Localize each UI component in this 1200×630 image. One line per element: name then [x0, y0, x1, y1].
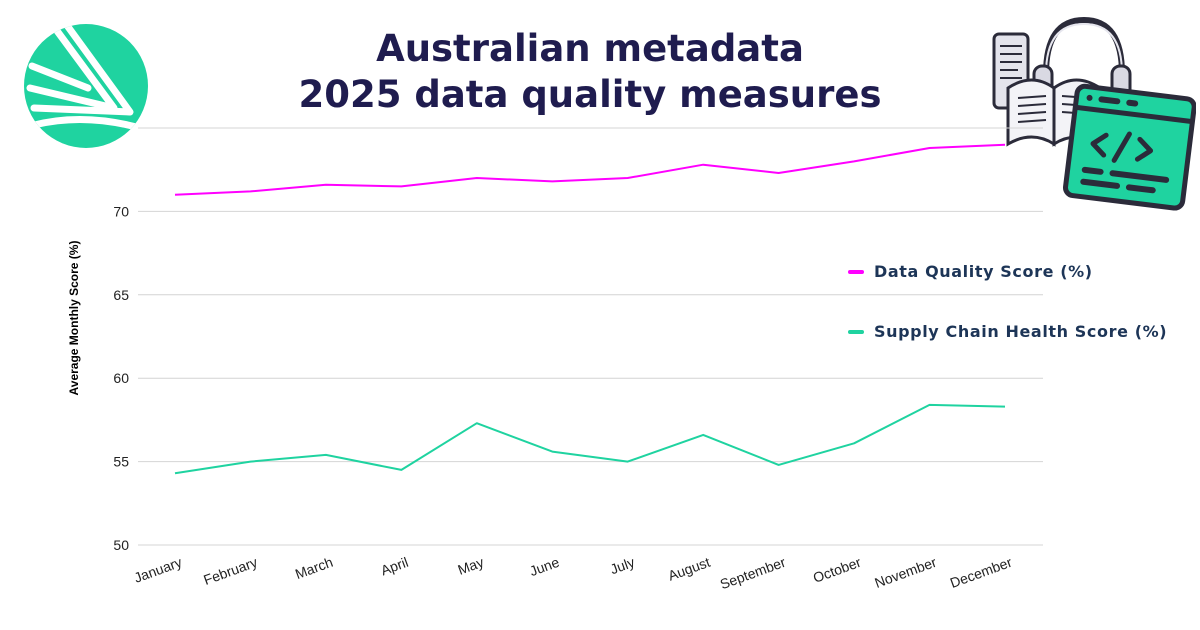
- legend-label-supply-chain: Supply Chain Health Score (%): [874, 322, 1168, 341]
- y-tick-label: 70: [113, 203, 129, 219]
- x-tick-labels: January February March April May June July Augu…: [132, 554, 1015, 593]
- title-line-1: Australian metadata: [376, 27, 804, 70]
- x-tick-label: July: [608, 554, 637, 578]
- y-tick-label: 50: [113, 537, 129, 553]
- title-line-2: 2025 data quality measures: [298, 73, 882, 116]
- series-lines: [174, 143, 1006, 475]
- x-tick-label: October: [811, 554, 864, 586]
- brand-logo-icon: [24, 24, 148, 148]
- y-tick-label: 65: [113, 287, 129, 303]
- x-tick-label: August: [666, 554, 713, 584]
- x-tick-label: April: [379, 554, 411, 579]
- grid-lines: [138, 127, 1043, 546]
- series-line-0: [174, 143, 1006, 196]
- x-tick-label: February: [201, 554, 259, 588]
- x-tick-label: November: [872, 554, 938, 591]
- y-tick-label: 60: [113, 370, 129, 386]
- series-line-1: [174, 403, 1006, 475]
- y-axis-label: Average Monthly Score (%): [67, 241, 81, 396]
- x-tick-label: December: [948, 554, 1014, 591]
- x-tick-label: January: [132, 554, 184, 586]
- legend-swatch-data-quality: [848, 269, 864, 274]
- x-tick-label: March: [293, 554, 335, 582]
- y-tick-label: 55: [113, 454, 129, 470]
- legend-item-supply-chain: Supply Chain Health Score (%): [848, 322, 1167, 341]
- legend-item-data-quality: Data Quality Score (%): [848, 262, 1093, 281]
- legend-label-data-quality: Data Quality Score (%): [874, 262, 1093, 281]
- y-tick-labels: 50 55 60 65 70: [113, 203, 129, 553]
- x-tick-label: September: [718, 554, 788, 593]
- x-tick-label: June: [527, 554, 561, 579]
- page-title: Australian metadata 2025 data quality me…: [240, 26, 940, 118]
- legend-swatch-supply-chain: [848, 329, 864, 334]
- x-tick-label: May: [456, 554, 486, 578]
